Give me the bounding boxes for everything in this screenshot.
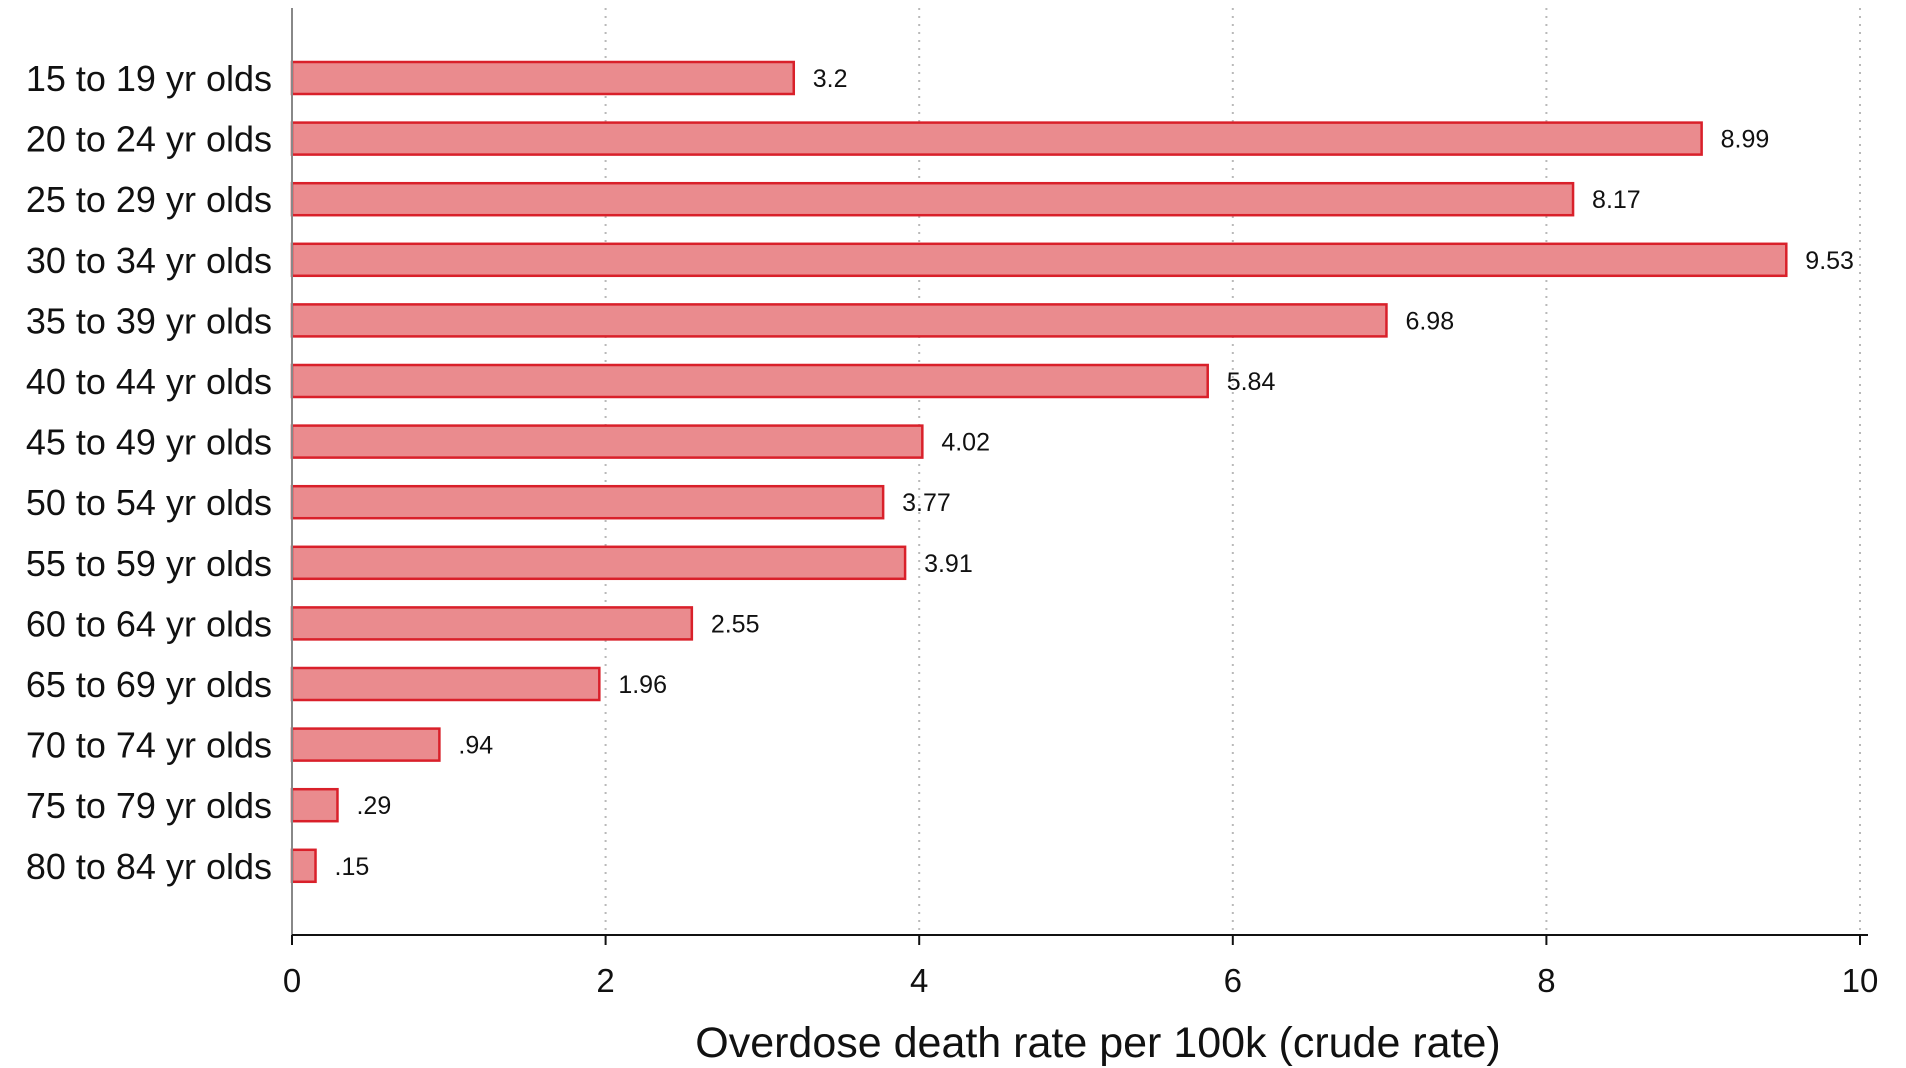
category-label: 75 to 79 yr olds: [26, 785, 272, 826]
data-label: 5.84: [1227, 368, 1276, 396]
bar: [290, 666, 601, 702]
x-tick-label: 4: [910, 962, 928, 999]
bar: [290, 181, 1575, 217]
category-label: 20 to 24 yr olds: [26, 119, 272, 160]
bar: [290, 727, 441, 762]
x-axis-title: Overdose death rate per 100k (crude rate…: [695, 1019, 1501, 1067]
category-label: 40 to 44 yr olds: [26, 361, 272, 402]
category-label: 70 to 74 yr olds: [26, 725, 272, 766]
bar: [290, 121, 1703, 156]
category-labels: 15 to 19 yr olds 20 to 24 yr olds 25 to 29…: [26, 58, 272, 887]
x-tick-label: 6: [1224, 962, 1242, 999]
category-label: 60 to 64 yr olds: [26, 603, 272, 644]
bar: [290, 303, 1388, 338]
data-label: .15: [335, 853, 370, 881]
bar: [290, 545, 907, 581]
data-label: 6.98: [1405, 307, 1454, 335]
bar: [290, 606, 694, 641]
data-label: 8.17: [1592, 186, 1641, 214]
category-label: 80 to 84 yr olds: [26, 846, 272, 887]
x-tick-label: 2: [596, 962, 614, 999]
data-label: 1.96: [618, 671, 667, 699]
data-label: 3.91: [924, 550, 973, 578]
category-label: 45 to 49 yr olds: [26, 422, 272, 463]
bar: [290, 848, 317, 884]
category-label: 35 to 39 yr olds: [26, 300, 272, 341]
data-labels: 3.2 8.99 8.17 9.53 6.98 5.84 4.02 3.77 3.91 2.55 1…: [335, 65, 1854, 881]
data-label: 4.02: [941, 429, 990, 457]
data-label: 3.77: [902, 489, 951, 517]
bar: [290, 787, 339, 823]
data-label: .29: [356, 792, 391, 820]
x-tick-label: 10: [1842, 962, 1879, 999]
data-label: 9.53: [1805, 247, 1854, 275]
bar: [290, 60, 796, 96]
x-axis-ticks: 0 2 4 6 8 10: [283, 935, 1879, 999]
data-label: 3.2: [813, 65, 848, 93]
x-tick-label: 8: [1537, 962, 1555, 999]
category-label: 30 to 34 yr olds: [26, 240, 272, 281]
data-label: 8.99: [1721, 126, 1770, 154]
data-label: .94: [458, 732, 493, 760]
category-label: 15 to 19 yr olds: [26, 58, 272, 99]
bar: [290, 363, 1209, 399]
category-label: 50 to 54 yr olds: [26, 482, 272, 523]
category-label: 55 to 59 yr olds: [26, 543, 272, 584]
x-tick-label: 0: [283, 962, 301, 999]
bar: [290, 484, 885, 520]
category-label: 25 to 29 yr olds: [26, 179, 272, 220]
bar: [290, 424, 924, 459]
category-label: 65 to 69 yr olds: [26, 664, 272, 705]
bars: [290, 60, 1788, 884]
bar: [290, 242, 1788, 278]
data-label: 2.55: [711, 610, 760, 638]
